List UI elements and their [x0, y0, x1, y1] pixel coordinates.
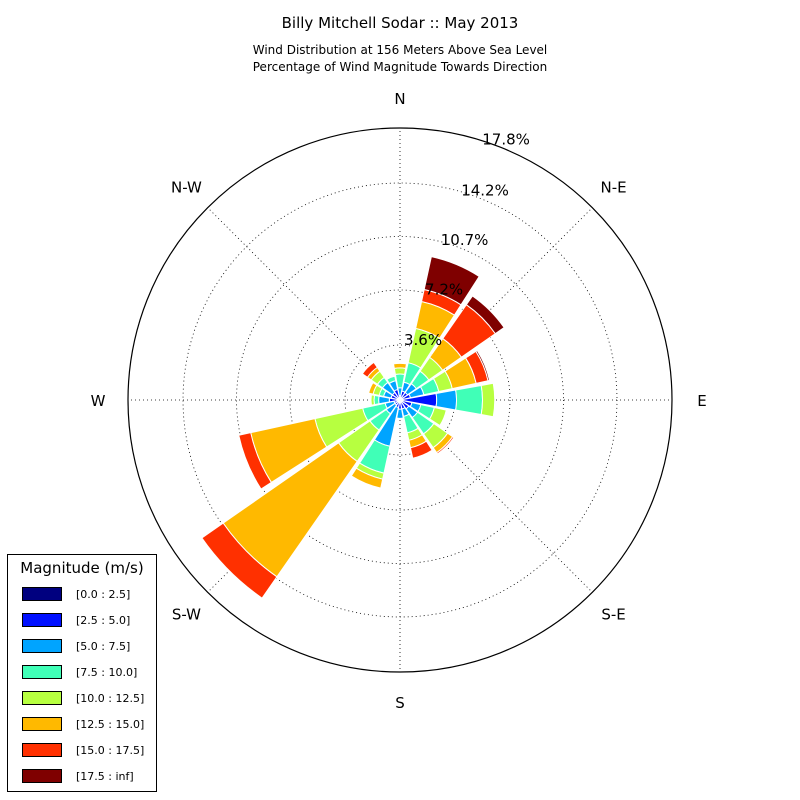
wind-sector-segment [361, 361, 378, 378]
grid-spoke [207, 207, 401, 401]
radial-tick-label: 10.7% [441, 231, 489, 249]
radial-tick-label: 14.2% [461, 182, 509, 200]
chart-subtitle-line1: Wind Distribution at 156 Meters Above Se… [253, 43, 548, 57]
chart-subtitle-line2: Percentage of Wind Magnitude Towards Dir… [253, 60, 547, 74]
wind-sector-segment [373, 394, 380, 406]
wind-sector-segment [392, 362, 408, 369]
wind-sector-segment [465, 295, 505, 335]
legend-item: [7.5 : 10.0] [22, 665, 152, 681]
legend-label: [15.0 : 17.5] [76, 744, 145, 757]
direction-label: E [697, 392, 706, 410]
legend-swatch [22, 717, 62, 731]
wind-sector-segment [428, 406, 447, 427]
legend-item: [12.5 : 15.0] [22, 717, 152, 733]
legend-label: [7.5 : 10.0] [76, 666, 138, 679]
legend-label: [0.0 : 2.5] [76, 588, 131, 601]
direction-label: N-E [600, 178, 626, 196]
legend-swatch [22, 769, 62, 783]
legend-label: [12.5 : 15.0] [76, 718, 145, 731]
legend-item: [15.0 : 17.5] [22, 743, 152, 759]
direction-label: N-W [171, 178, 202, 196]
legend-title: Magnitude (m/s) [20, 559, 144, 577]
radial-tick-label: 17.8% [482, 131, 530, 149]
wind-sector-segment [201, 522, 278, 599]
grid-spoke [399, 207, 593, 401]
wind-sector-segment [350, 467, 384, 489]
wind-sector-segment [480, 382, 496, 418]
grid-circle [289, 289, 511, 511]
wind-sector-segment [393, 367, 407, 376]
legend-item: [0.0 : 2.5] [22, 587, 152, 603]
wind-sector-segment [455, 384, 484, 416]
wind-sector-segment [238, 432, 273, 490]
radial-tick-label: 3.6% [404, 331, 442, 349]
grid-circle [236, 236, 564, 564]
legend-swatch [22, 587, 62, 601]
legend-item: [2.5 : 5.0] [22, 613, 152, 629]
wind-sector-segment [409, 440, 433, 459]
direction-label: S-E [601, 606, 625, 624]
legend-swatch [22, 639, 62, 653]
wind-sector-segment [435, 389, 458, 411]
legend-swatch [22, 691, 62, 705]
outer-ring [127, 127, 673, 673]
legend-label: [5.0 : 7.5] [76, 640, 131, 653]
legend-swatch [22, 743, 62, 757]
legend-item: [17.5 : inf] [22, 769, 152, 785]
legend-item: [5.0 : 7.5] [22, 639, 152, 655]
polar-plot-area: 3.6% 7.2% 10.7% 14.2% 17.8% N N-E E S-E S S-W W N-W [91, 90, 707, 712]
grid-spoke [399, 399, 593, 593]
wind-sector-segment [396, 408, 404, 419]
chart-title: Billy Mitchell Sodar :: May 2013 [282, 14, 519, 32]
legend-swatch [22, 613, 62, 627]
wind-sector-segment [368, 381, 378, 395]
radial-tick-label: 7.2% [425, 280, 463, 298]
direction-label: S-W [172, 606, 201, 624]
legend: Magnitude (m/s) [0.0 : 2.5] [2.5 : 5.0] [5… [7, 554, 157, 792]
wind-sector-segment [386, 375, 397, 384]
legend-label: [17.5 : inf] [76, 770, 134, 783]
legend-label: [10.0 : 12.5] [76, 692, 145, 705]
wind-sector-segment [423, 256, 480, 306]
legend-swatch [22, 665, 62, 679]
wind-sector-segment [370, 394, 376, 406]
direction-label: N [394, 90, 405, 108]
wind-sector-segment [475, 349, 491, 382]
legend-item: [10.0 : 12.5] [22, 691, 152, 707]
legend-label: [2.5 : 5.0] [76, 614, 131, 627]
direction-label: W [91, 392, 106, 410]
direction-label: S [395, 694, 405, 712]
wind-sector-segment [435, 435, 455, 455]
